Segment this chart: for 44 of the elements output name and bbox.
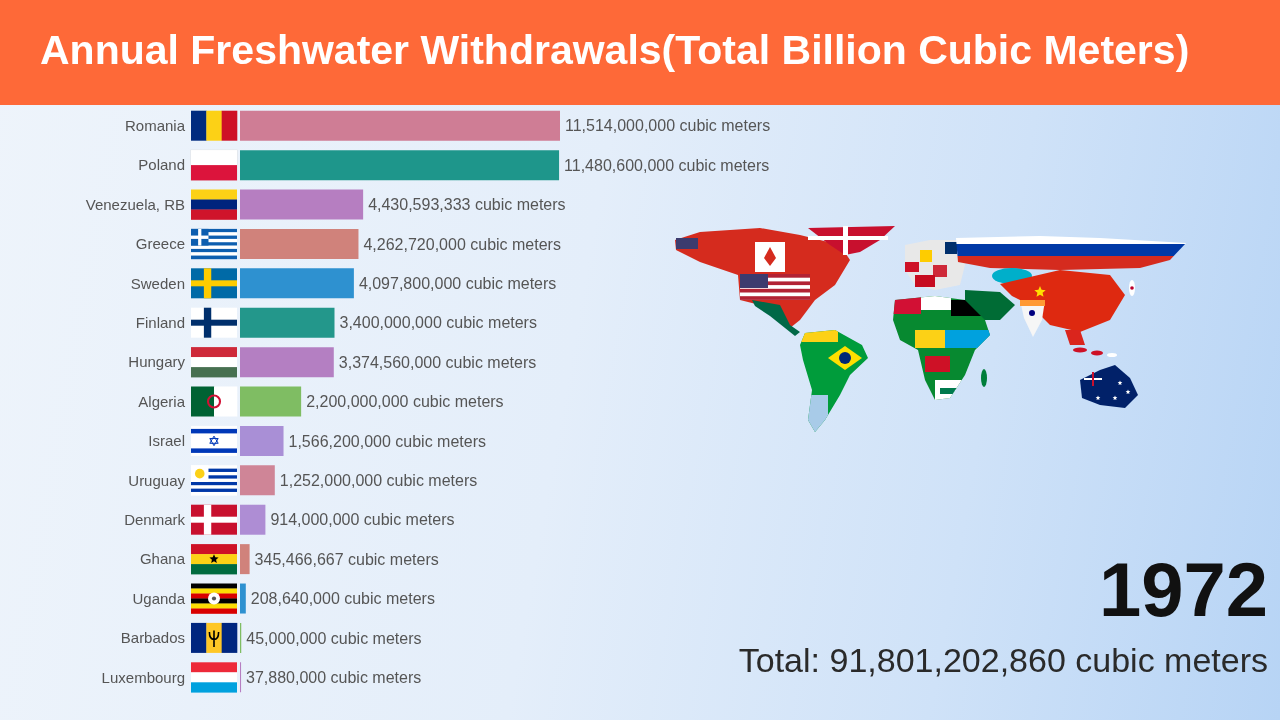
bar	[240, 583, 246, 614]
data-label: 3,400,000,000 cubic meters	[339, 314, 537, 332]
y-tick-label: Venezuela, RB	[85, 195, 185, 213]
bar	[240, 465, 275, 496]
y-tick-label: Uganda	[132, 589, 186, 607]
data-label: 1,566,200,000 cubic meters	[288, 432, 486, 450]
y-tick-label: Ghana	[139, 550, 186, 568]
data-label: 914,000,000 cubic meters	[270, 511, 455, 529]
bar	[240, 307, 335, 338]
y-tick-label: Sweden	[130, 274, 185, 292]
chart-title: Annual Freshwater Withdrawals(Total Billion Cubic Meters)	[40, 26, 1190, 75]
data-label: 4,262,720,000 cubic meters	[363, 235, 561, 253]
y-tick-label: Romania	[124, 116, 186, 134]
bar	[240, 189, 364, 220]
y-tick-label: Barbados	[120, 629, 185, 647]
bar	[240, 268, 354, 299]
y-tick-label: Uruguay	[128, 471, 186, 489]
bar	[240, 425, 284, 456]
data-label: 37,880,000 cubic meters	[246, 668, 422, 686]
data-label: 2,200,000,000 cubic meters	[306, 393, 504, 411]
y-tick-label: Algeria	[138, 392, 186, 410]
bar	[240, 544, 250, 575]
y-tick-label: Hungary	[128, 353, 186, 371]
data-label: 345,466,667 cubic meters	[254, 550, 439, 568]
data-label: 1,252,000,000 cubic meters	[279, 471, 478, 489]
y-tick-label: Poland	[138, 156, 185, 174]
data-label: 11,480,600,000 cubic meters	[564, 156, 770, 174]
data-label: 208,640,000 cubic meters	[250, 590, 435, 608]
data-label: 4,097,800,000 cubic meters	[358, 274, 557, 292]
text: 1972	[1098, 546, 1268, 634]
bar	[240, 347, 334, 378]
y-tick-label: Finland	[135, 313, 185, 331]
y-tick-label: Israel	[148, 432, 185, 450]
y-tick-label: Luxembourg	[101, 668, 185, 686]
bar	[240, 150, 560, 181]
y-tick-label: Denmark	[124, 510, 186, 528]
data-label: 3,374,560,000 cubic meters	[338, 353, 537, 371]
y-tick-label: Greece	[135, 235, 185, 253]
data-label: 4,430,593,333 cubic meters	[368, 196, 566, 214]
data-label: 45,000,000 cubic meters	[246, 629, 422, 647]
data-label: 11,514,000,000 cubic meters	[565, 117, 771, 135]
bar	[240, 504, 266, 535]
text: Total: 91,801,202,860 cubic meters	[738, 641, 1268, 681]
bar	[240, 228, 359, 259]
